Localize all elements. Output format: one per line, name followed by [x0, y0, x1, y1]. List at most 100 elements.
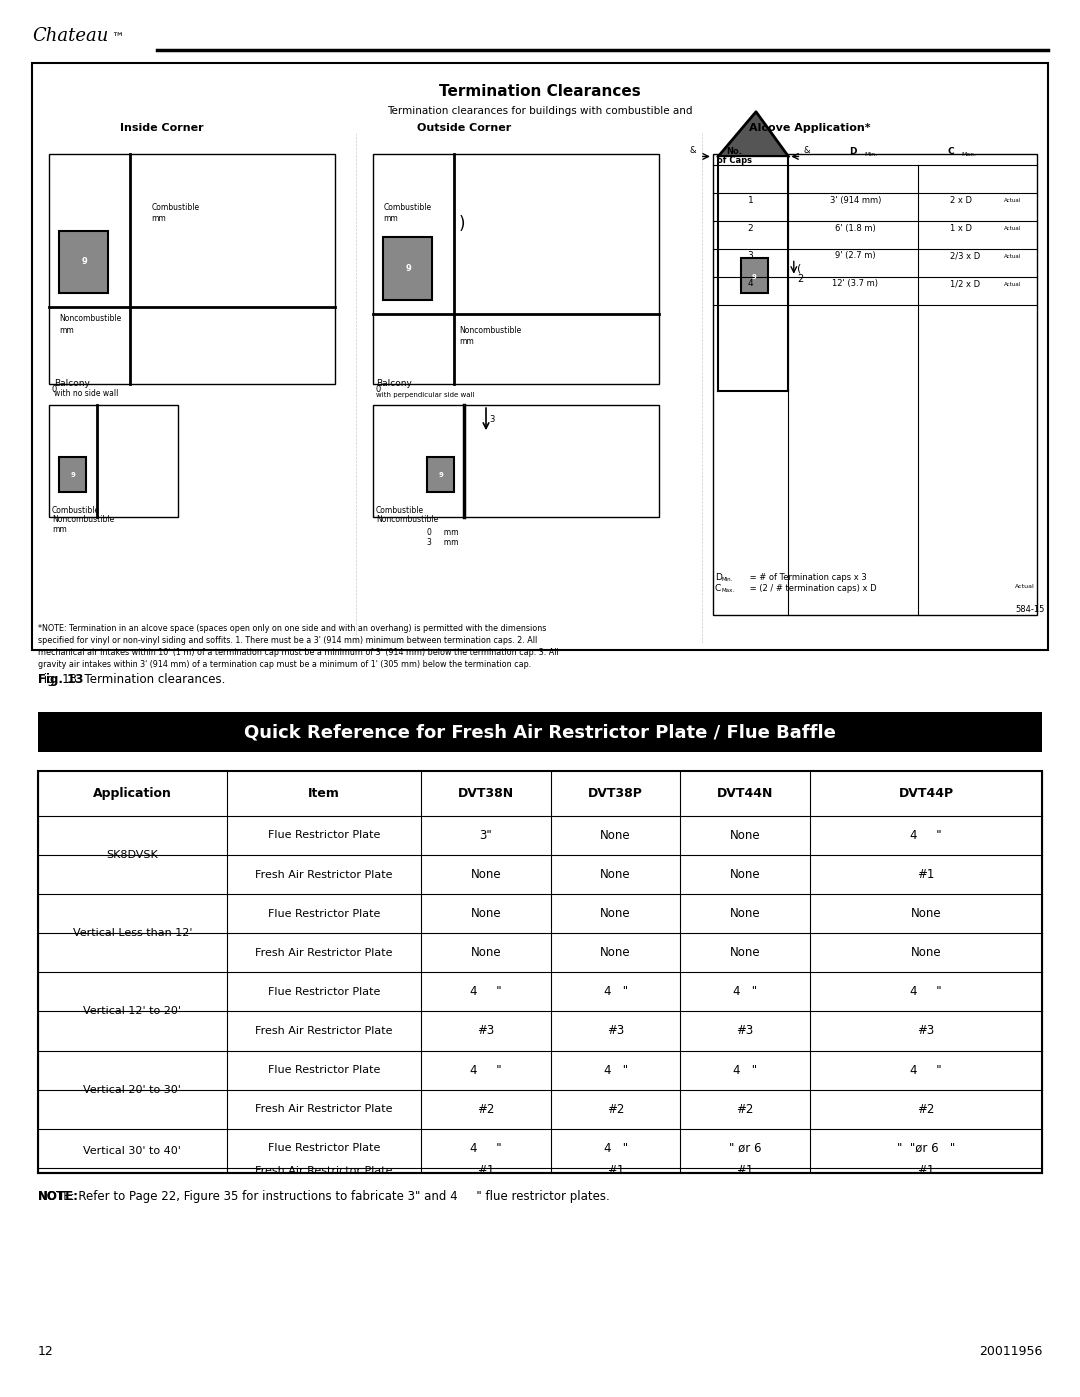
Text: None: None [600, 868, 631, 882]
Text: " ør 6: " ør 6 [729, 1141, 761, 1155]
Text: Max.: Max. [721, 588, 734, 594]
Bar [38, 712, 1042, 752]
Text: C: C [947, 147, 954, 155]
Bar [427, 457, 454, 492]
Text: DVT44N: DVT44N [717, 787, 773, 800]
Text: 9' (2.7 m): 9' (2.7 m) [835, 251, 876, 260]
Bar [373, 154, 659, 384]
Text: ): ) [459, 215, 465, 232]
Text: Fresh Air Restrictor Plate: Fresh Air Restrictor Plate [255, 1025, 393, 1037]
Text: 12' (3.7 m): 12' (3.7 m) [833, 279, 878, 288]
Text: mm: mm [151, 214, 166, 222]
Text: C: C [715, 584, 721, 592]
Text: Alcove Application*: Alcove Application* [750, 123, 870, 133]
Text: of Caps: of Caps [717, 156, 752, 165]
Text: 0     mm: 0 mm [427, 528, 458, 536]
Text: Min.: Min. [721, 577, 733, 583]
Text: Combustible: Combustible [383, 203, 432, 211]
Bar [59, 231, 108, 293]
Text: Vertical 20' to 30': Vertical 20' to 30' [83, 1084, 181, 1095]
Text: Flue Restrictor Plate: Flue Restrictor Plate [268, 1143, 380, 1154]
Text: None: None [910, 907, 942, 921]
Text: 9: 9 [405, 264, 411, 272]
Text: Noncombustible: Noncombustible [59, 314, 122, 323]
Bar [373, 405, 659, 517]
Text: Combustible: Combustible [52, 506, 100, 514]
Text: Termination Clearances: Termination Clearances [440, 84, 640, 99]
Text: Balcony: Balcony [54, 380, 90, 388]
Text: None: None [730, 907, 760, 921]
Text: #2: #2 [607, 1102, 624, 1116]
Text: &: & [804, 147, 810, 155]
Bar [383, 237, 432, 300]
Text: #1: #1 [607, 1164, 624, 1178]
Text: Fresh Air Restrictor Plate: Fresh Air Restrictor Plate [255, 947, 393, 958]
Text: Chateau: Chateau [32, 27, 109, 45]
Bar [49, 405, 178, 517]
Text: NOTE: Refer to Page 22, Figure 35 for instructions to fabricate 3" and 4     " f: NOTE: Refer to Page 22, Figure 35 for in… [38, 1190, 609, 1203]
Text: Actual: Actual [1015, 584, 1035, 590]
Text: DVT44P: DVT44P [899, 787, 954, 800]
Text: #3: #3 [737, 1024, 754, 1038]
Text: None: None [600, 828, 631, 842]
Text: 9: 9 [71, 472, 76, 478]
Text: 2: 2 [747, 224, 754, 232]
Text: Actual: Actual [1004, 254, 1022, 260]
Text: None: None [730, 868, 760, 882]
Text: 20011956: 20011956 [978, 1345, 1042, 1358]
Text: Noncombustible: Noncombustible [52, 515, 114, 524]
Text: None: None [600, 907, 631, 921]
Text: Fresh Air Restrictor Plate: Fresh Air Restrictor Plate [255, 1104, 393, 1115]
Text: 2: 2 [797, 274, 804, 285]
Text: Vertical 30' to 40': Vertical 30' to 40' [83, 1146, 181, 1157]
Text: #3: #3 [477, 1024, 495, 1038]
Text: Termination clearances for buildings with combustible and: Termination clearances for buildings wit… [388, 106, 692, 116]
Text: Min.: Min. [864, 152, 877, 158]
Text: #1: #1 [917, 868, 935, 882]
Text: 4     ": 4 " [910, 985, 942, 999]
Text: 3     mm: 3 mm [427, 538, 458, 546]
Text: 4   ": 4 " [604, 1063, 627, 1077]
Text: Noncombustible: Noncombustible [376, 515, 438, 524]
Text: #2: #2 [737, 1102, 754, 1116]
Bar [741, 258, 768, 293]
Text: #2: #2 [917, 1102, 935, 1116]
Text: DVT38N: DVT38N [458, 787, 514, 800]
Text: 9: 9 [438, 472, 443, 478]
Text: 4     ": 4 " [470, 985, 502, 999]
Text: 1 x D: 1 x D [950, 224, 972, 232]
Text: &: & [689, 147, 696, 155]
Text: #1: #1 [477, 1164, 495, 1178]
Text: None: None [471, 946, 501, 960]
Text: 4     ": 4 " [910, 828, 942, 842]
Text: 4     ": 4 " [470, 1063, 502, 1077]
Text: 2 x D: 2 x D [950, 196, 972, 204]
Text: Flue Restrictor Plate: Flue Restrictor Plate [268, 986, 380, 997]
Text: 9: 9 [752, 274, 756, 279]
Text: 1/2 x D: 1/2 x D [950, 279, 981, 288]
Text: 3": 3" [480, 828, 492, 842]
Text: Flue Restrictor Plate: Flue Restrictor Plate [268, 908, 380, 919]
Text: 4   ": 4 " [733, 985, 757, 999]
Text: 12: 12 [38, 1345, 54, 1358]
Text: Noncombustible: Noncombustible [459, 326, 522, 334]
Text: Inside Corner: Inside Corner [120, 123, 204, 133]
Text: mm: mm [383, 214, 399, 222]
Text: #3: #3 [918, 1024, 934, 1038]
Text: = (2 / # termination caps) x D: = (2 / # termination caps) x D [747, 584, 877, 592]
Text: 4     ": 4 " [470, 1141, 502, 1155]
Text: Flue Restrictor Plate: Flue Restrictor Plate [268, 1065, 380, 1076]
Text: with perpendicular side wall: with perpendicular side wall [376, 393, 474, 398]
Text: None: None [471, 907, 501, 921]
Bar [32, 63, 1048, 650]
Text: #3: #3 [607, 1024, 624, 1038]
Text: None: None [471, 868, 501, 882]
Text: SK8DVSK: SK8DVSK [107, 849, 158, 861]
Text: 0: 0 [52, 386, 57, 394]
Text: D: D [850, 147, 856, 155]
Text: 3: 3 [489, 415, 495, 423]
Bar [38, 771, 1042, 1173]
Text: Vertical Less than 12': Vertical Less than 12' [72, 928, 192, 939]
Text: mm: mm [59, 326, 75, 334]
Text: 4: 4 [747, 279, 754, 288]
